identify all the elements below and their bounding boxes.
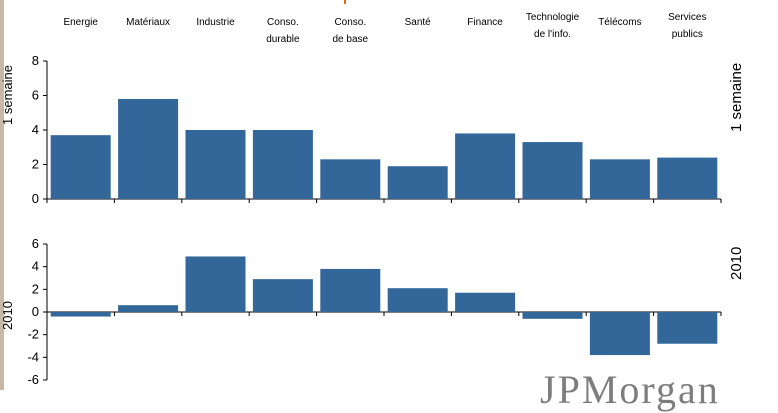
bottom-bar — [455, 292, 516, 312]
bottom-y-tick-label: -6 — [27, 372, 39, 387]
category-label: Finance — [467, 17, 503, 28]
bottom-bar — [522, 312, 583, 319]
top-bar — [657, 157, 718, 199]
category-label: Santé — [404, 17, 431, 28]
top-y-tick-label: 6 — [32, 88, 39, 103]
panel-label-top: 1 semaine — [728, 62, 745, 132]
top-bar — [320, 159, 381, 199]
category-label: Matériaux — [126, 17, 171, 28]
title-fragment-mark — [344, 0, 346, 4]
bottom-bar — [320, 268, 381, 312]
top-bar — [589, 159, 650, 199]
category-label: Industrie — [196, 17, 235, 28]
bottom-y-tick-label: 6 — [32, 236, 39, 251]
category-label: Technologie de l'info. — [525, 12, 580, 40]
top-y-tick-label: 4 — [32, 122, 39, 137]
bottom-y-tick-label: -4 — [27, 349, 39, 364]
top-bar — [118, 98, 179, 199]
bottom-bar — [387, 288, 448, 312]
category-label: Conso. de base — [332, 17, 369, 45]
top-y-tick-label: 8 — [32, 53, 39, 68]
category-label: Conso. durable — [266, 17, 300, 45]
bottom-y-tick-label: 2 — [32, 281, 39, 296]
top-bar — [185, 130, 246, 199]
category-label: Energie — [63, 17, 98, 28]
bottom-bar — [118, 305, 179, 312]
top-y-tick-label: 0 — [32, 191, 39, 206]
bottom-bar — [657, 312, 718, 344]
category-label: Télécoms — [598, 17, 642, 28]
top-bar — [522, 142, 583, 199]
top-bar — [455, 133, 516, 199]
bottom-bar — [185, 256, 246, 312]
left-border-rule — [0, 0, 4, 390]
bottom-y-tick-label: 0 — [32, 304, 39, 319]
bottom-bar — [50, 312, 111, 317]
bottom-bar — [589, 312, 650, 356]
top-bar — [252, 130, 313, 199]
sector-bar-charts: 0 2 4 6 8 -6 -4 -2 0 2 4 6 — [27, 53, 722, 387]
panel-label-bottom: 2010 — [728, 246, 745, 280]
bottom-bar — [252, 279, 313, 312]
top-bar — [387, 166, 448, 199]
top-bar — [50, 135, 111, 199]
bottom-y-tick-label: 4 — [32, 259, 39, 274]
category-label: Services publics — [668, 12, 707, 40]
top-y-tick-label: 2 — [32, 157, 39, 172]
bottom-y-tick-label: -2 — [27, 327, 39, 342]
